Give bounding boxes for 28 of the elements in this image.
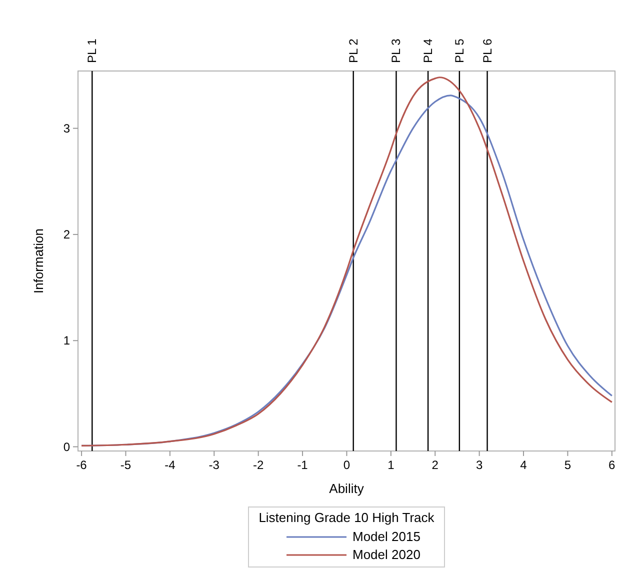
- legend-title: Listening Grade 10 High Track: [258, 510, 435, 525]
- x-tick-label: -1: [297, 458, 308, 472]
- x-tick-label: -4: [164, 458, 176, 472]
- ref-line-label: PL 1: [85, 38, 100, 63]
- legend-label: Model 2015: [352, 529, 420, 544]
- x-tick-label: 2: [432, 458, 439, 472]
- x-tick-label: 1: [388, 458, 395, 472]
- ref-line-label: PL 6: [480, 38, 494, 63]
- x-tick-label: 6: [608, 458, 616, 472]
- x-tick-label: 5: [564, 458, 572, 472]
- y-tick-label: 3: [63, 121, 70, 136]
- ref-line-label: PL 4: [421, 38, 436, 63]
- x-tick-label: 0: [343, 458, 350, 472]
- legend-label: Model 2020: [352, 547, 420, 562]
- y-axis-title: Information: [31, 228, 46, 294]
- x-tick-label: 4: [520, 458, 528, 472]
- ref-line-label: PL 2: [346, 38, 360, 63]
- ref-line-label: PL 5: [452, 38, 466, 63]
- x-tick-label: -3: [208, 458, 220, 472]
- x-tick-label: -5: [120, 458, 132, 472]
- x-tick-label: -2: [252, 458, 264, 472]
- y-tick-label: 0: [63, 440, 70, 454]
- x-tick-label: 3: [476, 458, 483, 472]
- y-tick-label: 2: [63, 227, 70, 242]
- y-tick-label: 1: [63, 334, 70, 348]
- ref-line-label: PL 3: [389, 38, 404, 63]
- x-tick-label: -6: [76, 458, 88, 472]
- x-axis-title: Ability: [329, 481, 364, 496]
